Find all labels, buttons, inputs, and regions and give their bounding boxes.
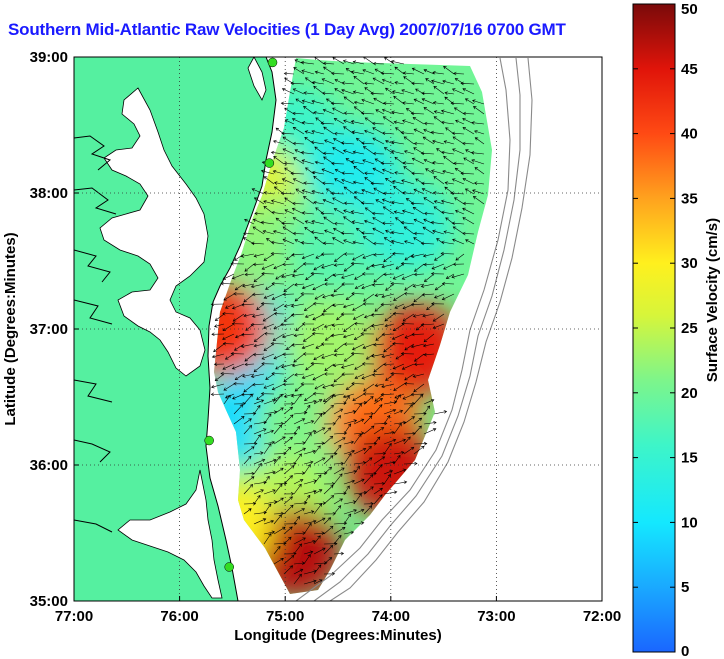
y-axis-ticks: 39:00 38:00 37:00 36:00 35:00 [30, 49, 79, 610]
chesapeake-bay [99, 87, 209, 377]
colorbar-tick-label: 15 [681, 450, 698, 467]
colorbar-tick-label: 35 [681, 190, 698, 207]
delaware-bay [247, 57, 267, 101]
y-axis-label: Latitude (Degrees:Minutes) [2, 232, 19, 425]
radar-station-marker [204, 435, 214, 446]
bathymetry-contours [295, 57, 533, 601]
colorbar-tick-label: 25 [681, 320, 698, 337]
radar-stations [204, 57, 278, 572]
y-tick-label: 37:00 [30, 321, 68, 338]
x-tick-label: 73:00 [477, 608, 515, 625]
colorbar-label: Surface Velocity (cm/s) [704, 218, 721, 382]
x-tick-label: 75:00 [266, 608, 304, 625]
radar-station-marker [267, 57, 278, 68]
y-tick-label: 39:00 [30, 49, 68, 66]
coastline [74, 135, 117, 533]
map-title: Southern Mid-Atlantic Raw Velocities (1 … [8, 20, 566, 39]
velocity-patch [281, 296, 374, 389]
x-tick-label: 72:00 [583, 608, 621, 625]
colorbar-tick-label: 30 [681, 255, 698, 272]
y-tick-label: 35:00 [30, 593, 68, 610]
velocity-patch [286, 201, 379, 294]
radar-station-marker [264, 158, 275, 168]
map-grid [74, 57, 602, 601]
x-tick-label: 76:00 [160, 608, 198, 625]
vector-arrows [210, 57, 485, 585]
x-axis-label: Longitude (Degrees:Minutes) [234, 627, 442, 644]
colorbar-gradient [632, 3, 676, 653]
y-tick-label: 38:00 [30, 185, 68, 202]
x-tick-label: 74:00 [372, 608, 410, 625]
colorbar-tick-label: 50 [681, 1, 698, 18]
map-plot-area [73, 56, 603, 602]
x-axis-ticks: 77:00 76:00 75:00 74:00 73:00 72:00 [55, 596, 621, 625]
colorbar-tick-label: 5 [681, 579, 689, 596]
colorbar-tick-label: 45 [681, 61, 698, 78]
y-tick-label: 36:00 [30, 457, 68, 474]
x-tick-label: 77:00 [55, 608, 93, 625]
colorbar-tick-label: 0 [681, 643, 689, 659]
colorbar-tick-label: 10 [681, 514, 698, 531]
velocity-vectors [210, 57, 485, 585]
radar-station-marker [224, 562, 234, 572]
colorbar-tick-label: 40 [681, 126, 698, 143]
colorbar-tick-label: 20 [681, 385, 698, 402]
pamlico-sound [117, 469, 223, 599]
